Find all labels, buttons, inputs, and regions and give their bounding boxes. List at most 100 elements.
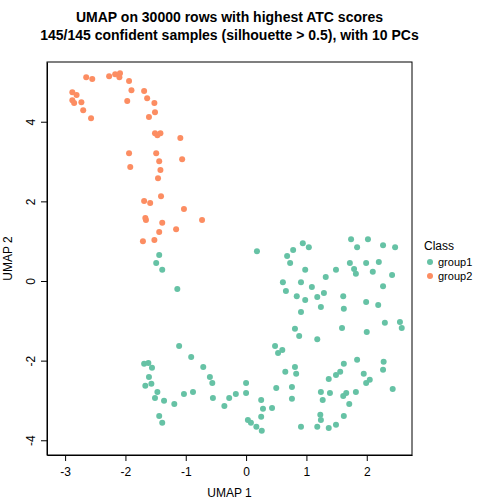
point [298, 424, 304, 430]
point [354, 357, 360, 363]
x-tick-mark [125, 455, 126, 461]
point [314, 424, 320, 430]
point [273, 385, 279, 391]
point [151, 100, 157, 106]
point [333, 422, 339, 428]
point [298, 309, 304, 315]
point [159, 220, 165, 226]
point [156, 229, 162, 235]
point [390, 386, 396, 392]
point [296, 333, 302, 339]
point [381, 359, 387, 365]
point [78, 99, 84, 105]
point [289, 396, 295, 402]
point [141, 198, 147, 204]
point [280, 279, 286, 285]
point [361, 371, 367, 377]
point [128, 87, 134, 93]
point [283, 288, 289, 294]
point [156, 158, 162, 164]
point [146, 374, 152, 380]
point [347, 260, 353, 266]
point [199, 217, 205, 223]
point [337, 369, 343, 375]
y-tick-mark [41, 440, 47, 441]
point [71, 100, 77, 106]
point [253, 424, 259, 430]
y-axis-title: UMAP 2 [1, 236, 15, 281]
point [153, 150, 159, 156]
point [376, 259, 382, 265]
point [152, 109, 158, 115]
point [153, 260, 159, 266]
point [293, 371, 299, 377]
x-tick: -2 [121, 455, 132, 479]
point [179, 156, 185, 162]
point [389, 272, 395, 278]
point [156, 413, 162, 419]
point [258, 414, 264, 420]
y-tick-mark [41, 122, 47, 123]
point [142, 383, 148, 389]
point [292, 326, 298, 332]
point [140, 238, 146, 244]
point [321, 290, 327, 296]
series-group2 [69, 70, 205, 244]
point [282, 369, 288, 375]
point [320, 397, 326, 403]
point [314, 336, 320, 342]
y-tick-mark [41, 201, 47, 202]
point [207, 374, 213, 380]
point [382, 320, 388, 326]
point [157, 167, 163, 173]
point [392, 244, 398, 250]
y-tick: -4 [24, 435, 47, 446]
point [399, 325, 405, 331]
y-tick: -2 [24, 355, 47, 366]
point [210, 395, 216, 401]
point [80, 107, 86, 113]
y-tick-label: 0 [24, 278, 38, 285]
point [327, 390, 333, 396]
point [181, 206, 187, 212]
x-tick-mark [306, 455, 307, 461]
point [171, 401, 177, 407]
point [375, 302, 381, 308]
y-tick: 2 [24, 198, 47, 205]
point [141, 88, 147, 94]
point [83, 74, 89, 80]
point [339, 325, 345, 331]
x-tick-mark [65, 455, 66, 461]
y-tick: 4 [24, 119, 47, 126]
point [141, 361, 147, 367]
point [341, 361, 347, 367]
x-tick: 2 [364, 455, 371, 479]
point [233, 391, 239, 397]
point [340, 393, 346, 399]
point [152, 395, 158, 401]
point [116, 74, 122, 80]
x-axis: -3-2-1012 [48, 455, 413, 479]
point [226, 395, 232, 401]
point [348, 236, 354, 242]
point [188, 354, 194, 360]
point [200, 364, 206, 370]
y-tick-label: -2 [24, 355, 38, 366]
point [127, 164, 133, 170]
point [258, 397, 264, 403]
point [341, 306, 347, 312]
x-tick: -3 [60, 455, 71, 479]
point [294, 293, 300, 299]
point [161, 398, 167, 404]
point [326, 425, 332, 431]
y-tick-label: -4 [24, 435, 38, 446]
point [309, 284, 315, 290]
point [156, 252, 162, 258]
point [380, 242, 386, 248]
point [74, 92, 80, 98]
x-tick: -1 [181, 455, 192, 479]
point [124, 98, 130, 104]
point [176, 343, 182, 349]
point [173, 226, 179, 232]
point [287, 260, 293, 266]
